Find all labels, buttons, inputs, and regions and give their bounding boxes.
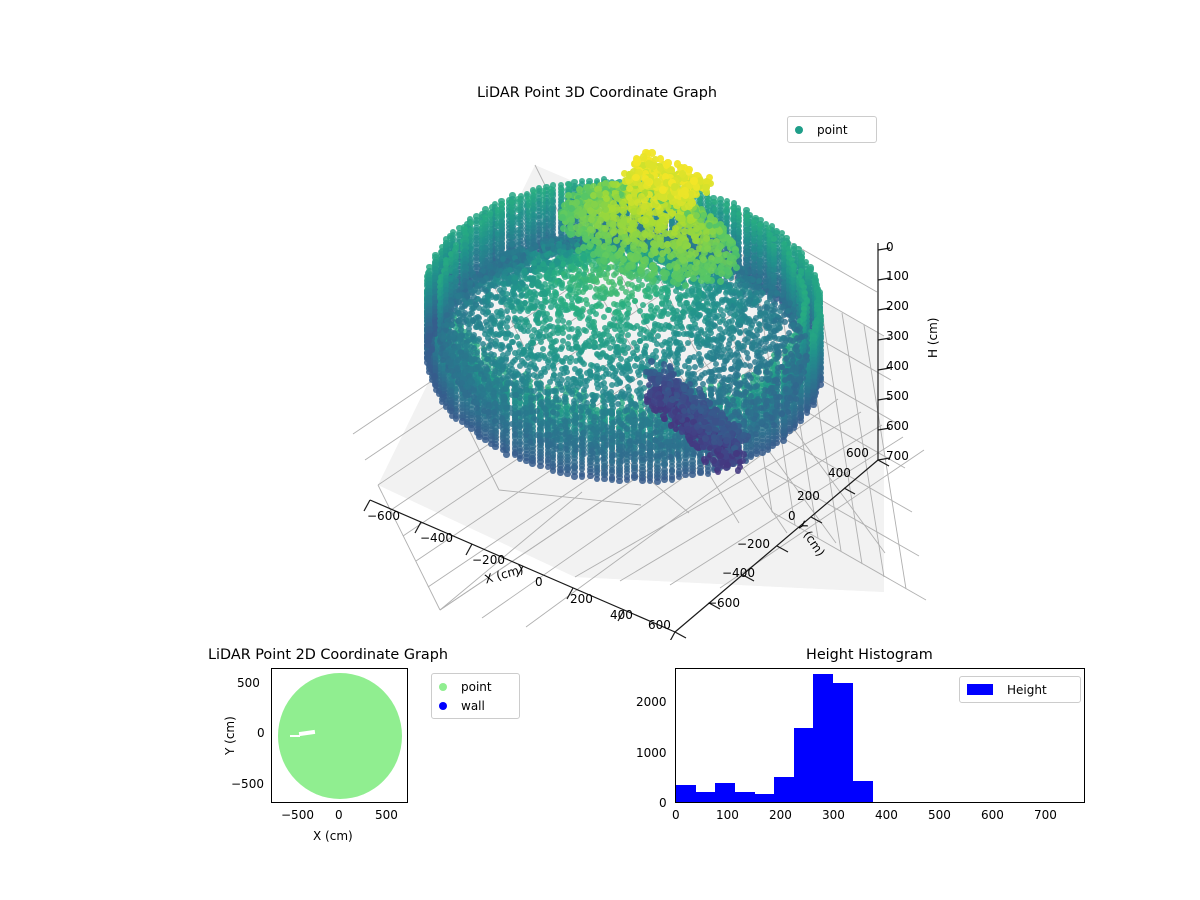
histogram-bar [794, 728, 814, 802]
plot2d-xtick-0: 0 [335, 808, 343, 822]
plot3d-xtick-0: −600 [367, 509, 400, 523]
plot2d-xtick-m500: −500 [281, 808, 314, 822]
plot3d-ytick-6: 600 [846, 446, 869, 460]
histogram-bar [735, 792, 755, 802]
plot3d-ztick-4: 400 [886, 359, 909, 373]
plot3d-zlabel: H (cm) [926, 318, 940, 359]
histogram-bar [676, 785, 696, 802]
histogram-bar [774, 777, 794, 802]
plot3d-legend: point [787, 116, 877, 143]
plot3d-ztick-7: 700 [886, 449, 909, 463]
histogram-bar [754, 794, 774, 802]
histogram-xtick-600: 600 [981, 808, 1004, 822]
plot2d-ytick-0: 0 [257, 726, 265, 740]
plot3d-ztick-1: 100 [886, 269, 909, 283]
plot3d-ztick-6: 600 [886, 419, 909, 433]
disc-gap-2 [290, 735, 300, 737]
legend-item-wall: wall [439, 696, 512, 715]
plot3d-axes[interactable] [330, 140, 950, 640]
plot2d-xlabel: X (cm) [313, 829, 353, 843]
histogram-legend: Height [959, 676, 1081, 703]
histogram-ytick-0: 0 [659, 796, 667, 810]
plot2d-ylabel: Y (cm) [223, 716, 237, 755]
histogram-bar [696, 792, 716, 802]
plot3d-ztick-0: 0 [886, 240, 894, 254]
legend-label-height: Height [1007, 683, 1047, 697]
histogram-ytick-2000: 2000 [636, 695, 667, 709]
histogram-title: Height Histogram [806, 647, 933, 663]
histogram-xtick-100: 100 [716, 808, 739, 822]
plot3d-ytick-1: −400 [722, 566, 755, 580]
plot3d-ztick-5: 500 [886, 389, 909, 403]
legend-item-point: point [439, 677, 512, 696]
histogram-xtick-200: 200 [769, 808, 792, 822]
histogram-xtick-300: 300 [822, 808, 845, 822]
histogram-bar [715, 783, 735, 802]
legend-label-point: point [817, 123, 848, 137]
histogram-ytick-1000: 1000 [636, 746, 667, 760]
histogram-xtick-700: 700 [1034, 808, 1057, 822]
plot3d-xtick-1: −400 [420, 531, 453, 545]
plot3d-xtick-3: 0 [535, 575, 543, 589]
point-marker-icon [795, 126, 803, 134]
legend-label-wall: wall [461, 699, 485, 713]
plot3d-ytick-5: 400 [828, 466, 851, 480]
plot3d-title: LiDAR Point 3D Coordinate Graph [477, 85, 717, 101]
legend-label-point: point [461, 680, 492, 694]
legend-item-point: point [795, 120, 869, 139]
plot3d-xtick-6: 600 [648, 618, 671, 632]
plot3d-point-cloud [330, 140, 950, 640]
histogram-bar [833, 683, 853, 802]
plot3d-xtick-5: 400 [610, 608, 633, 622]
plot3d-ytick-3: 0 [788, 509, 796, 523]
plot3d-xtick-2: −200 [472, 553, 505, 567]
plot3d-ytick-0: −600 [707, 596, 740, 610]
wall-marker-icon [439, 702, 447, 710]
plot2d-xtick-500: 500 [375, 808, 398, 822]
legend-item-height: Height [967, 680, 1073, 699]
point-marker-icon [439, 683, 447, 691]
plot3d-ztick-2: 200 [886, 299, 909, 313]
plot2d-title: LiDAR Point 2D Coordinate Graph [208, 647, 448, 663]
plot2d-legend: point wall [431, 673, 520, 719]
plot3d-xtick-4: 200 [570, 592, 593, 606]
histogram-xtick-400: 400 [875, 808, 898, 822]
plot3d-ytick-2: −200 [737, 537, 770, 551]
plot2d-ytick-500: 500 [237, 676, 260, 690]
histogram-bar [853, 781, 873, 802]
height-swatch-icon [967, 684, 993, 695]
histogram-bar [813, 674, 833, 802]
histogram-xtick-0: 0 [672, 808, 680, 822]
plot3d-ytick-4: 200 [797, 489, 820, 503]
plot3d-ztick-3: 300 [886, 329, 909, 343]
histogram-xtick-500: 500 [928, 808, 951, 822]
plot2d-axes[interactable] [271, 668, 408, 803]
plot2d-ytick-m500: −500 [231, 777, 264, 791]
